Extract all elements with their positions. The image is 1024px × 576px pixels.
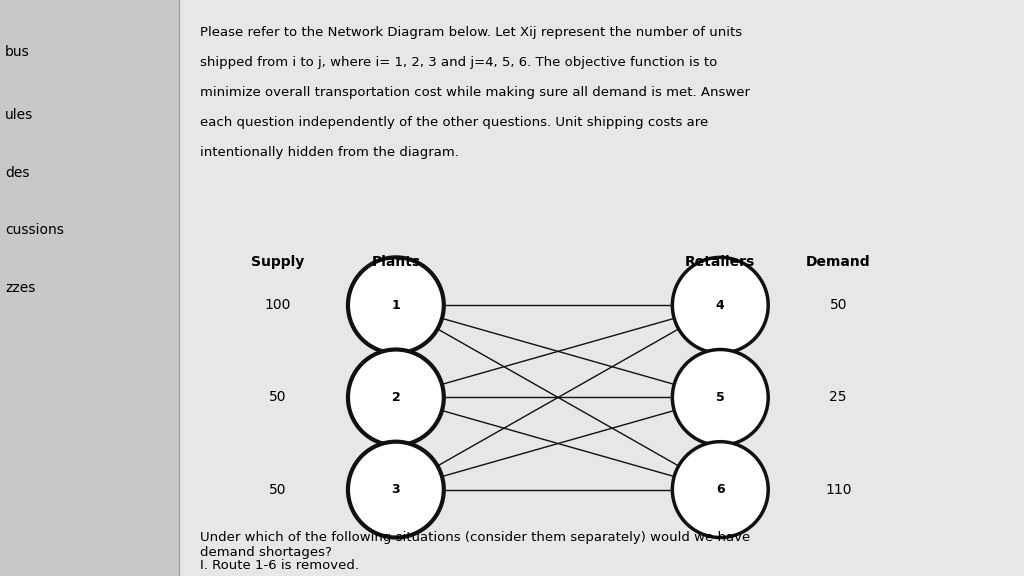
Text: demand shortages?: demand shortages?	[200, 545, 332, 559]
Text: shipped from i to j, where i= 1, 2, 3 and j=4, 5, 6. The objective function is t: shipped from i to j, where i= 1, 2, 3 an…	[200, 56, 717, 69]
Text: 25: 25	[829, 391, 847, 404]
Text: Demand: Demand	[806, 255, 870, 269]
Text: intentionally hidden from the diagram.: intentionally hidden from the diagram.	[200, 146, 459, 159]
Text: 50: 50	[269, 483, 287, 497]
Text: 50: 50	[829, 298, 847, 312]
Ellipse shape	[348, 257, 443, 353]
Text: cussions: cussions	[5, 223, 63, 237]
Text: zzes: zzes	[5, 281, 36, 295]
Text: 5: 5	[716, 391, 725, 404]
Text: 1: 1	[391, 299, 400, 312]
Text: ules: ules	[5, 108, 34, 122]
Ellipse shape	[673, 350, 768, 445]
Text: Supply: Supply	[251, 255, 304, 269]
Ellipse shape	[348, 350, 443, 445]
Ellipse shape	[673, 442, 768, 537]
Text: 6: 6	[716, 483, 725, 496]
Text: 50: 50	[269, 391, 287, 404]
Ellipse shape	[348, 442, 443, 537]
Text: I. Route 1-6 is removed.: I. Route 1-6 is removed.	[200, 559, 358, 572]
Text: minimize overall transportation cost while making sure all demand is met. Answer: minimize overall transportation cost whi…	[200, 86, 750, 99]
Text: Please refer to the Network Diagram below. Let Xij represent the number of units: Please refer to the Network Diagram belo…	[200, 26, 741, 39]
Text: 110: 110	[825, 483, 852, 497]
Text: 4: 4	[716, 299, 725, 312]
Ellipse shape	[673, 257, 768, 353]
Text: each question independently of the other questions. Unit shipping costs are: each question independently of the other…	[200, 116, 708, 129]
Text: des: des	[5, 166, 30, 180]
Text: bus: bus	[5, 45, 30, 59]
Text: 2: 2	[391, 391, 400, 404]
Text: Under which of the following situations (consider them separately) would we have: Under which of the following situations …	[200, 531, 750, 544]
Text: 100: 100	[265, 298, 291, 312]
Text: Plants: Plants	[372, 255, 421, 269]
Text: Retailers: Retailers	[685, 255, 756, 269]
Text: 3: 3	[391, 483, 400, 496]
